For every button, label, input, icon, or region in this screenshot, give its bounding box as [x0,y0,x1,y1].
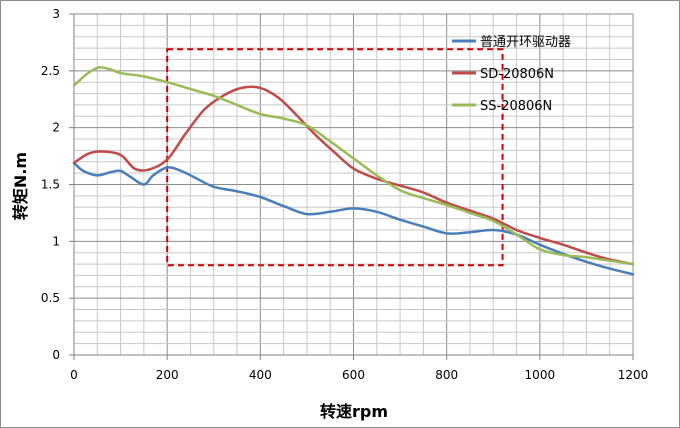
y-tick-label: 1 [52,234,60,248]
y-tick-label: 2 [52,121,60,135]
x-tick-label: 1000 [525,368,556,382]
x-tick-label: 0 [70,368,78,382]
series-sd-20806n-line [72,85,635,266]
legend-label: SS-20806N [480,99,552,114]
y-axis-ticks: 0 0.5 1 1.5 2 2.5 3 [41,7,74,362]
x-axis-title: 转速rpm [320,402,388,421]
y-tick-label: 2.5 [41,64,60,78]
y-tick-label: 1.5 [41,178,60,192]
grid [73,13,634,356]
y-tick-label: 3 [52,7,60,21]
legend: 普通开环驱动器 SD-20806N SS-20806N [452,35,571,114]
x-tick-label: 600 [342,368,365,382]
x-tick-label: 200 [156,368,179,382]
x-axis-ticks: 0 200 400 600 800 1000 1200 [70,355,648,382]
x-tick-label: 400 [249,368,272,382]
x-tick-label: 1200 [618,368,649,382]
highlight-dashed-box [166,48,504,267]
annotation-layer [166,48,504,267]
series-ss-20806n-line [72,66,635,266]
legend-label: 普通开环驱动器 [480,35,571,50]
y-tick-label: 0 [52,348,60,362]
y-tick-label: 0.5 [41,291,60,305]
y-axis-title: 转矩N.m [11,152,30,220]
series-layer [72,66,635,276]
x-tick-label: 800 [435,368,458,382]
legend-label: SD-20806N [480,67,554,82]
